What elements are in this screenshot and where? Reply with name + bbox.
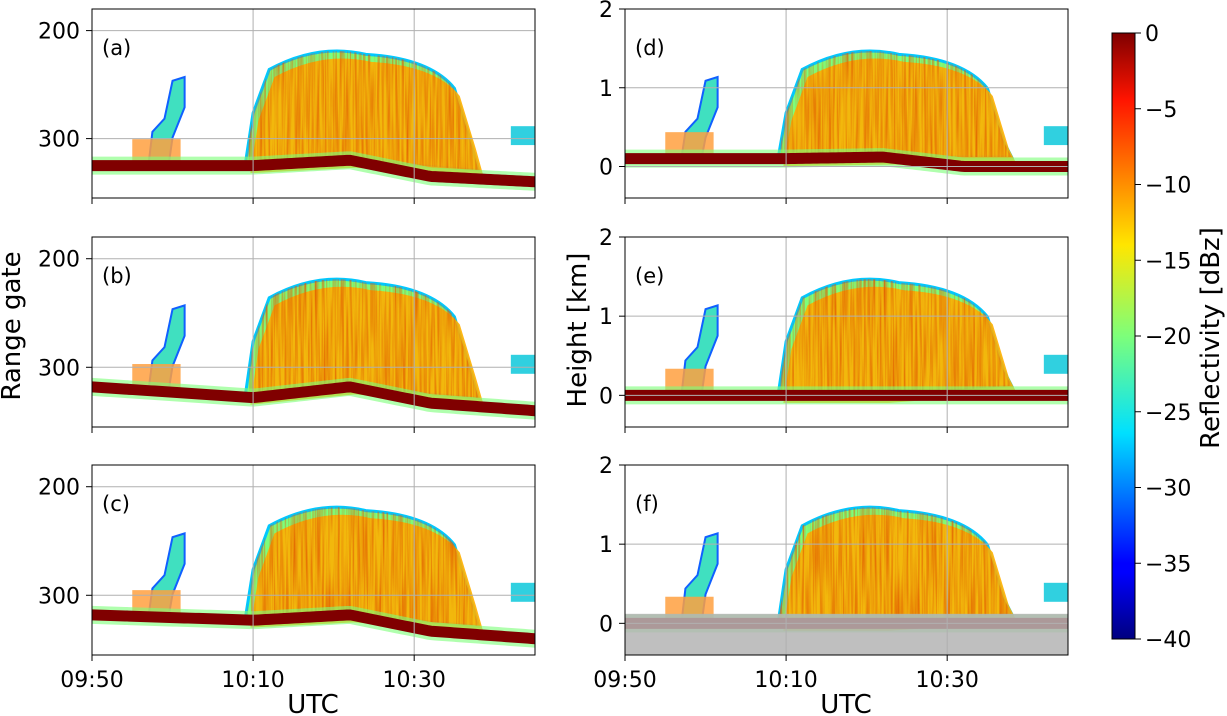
y-tick-label: 1 xyxy=(599,77,613,102)
y-tick-label: 300 xyxy=(38,356,80,381)
panel-label: (b) xyxy=(102,264,132,288)
colorbar-gradient xyxy=(1112,33,1135,639)
left-ylabel: Range gate xyxy=(0,251,27,400)
panel-content xyxy=(625,277,1068,405)
y-tick-label: 0 xyxy=(599,384,613,409)
panel-content xyxy=(92,49,535,191)
cloud-right xyxy=(510,582,535,602)
cloud-main-streaks xyxy=(778,50,1012,159)
panel-frame xyxy=(91,464,536,656)
x-tick-label: 09:50 xyxy=(60,668,123,693)
right-xlabel: UTC xyxy=(820,690,872,716)
panel-a: 200 300 (a) xyxy=(38,8,536,204)
x-tick-label: 10:10 xyxy=(221,668,284,693)
panel-content xyxy=(625,505,1068,655)
cloud-main-streaks xyxy=(245,279,479,399)
surface-band xyxy=(92,154,535,188)
colorbar-tick-label: 0 xyxy=(1145,22,1159,47)
y-tick-label: 1 xyxy=(599,305,613,330)
colorbar-tick-label: −40 xyxy=(1145,628,1191,653)
panel-f: 0 1 2 09:50 10:10 10:30 (f) xyxy=(593,454,1069,693)
y-tick-label: 300 xyxy=(38,128,80,153)
colorbar-tick-label: −5 xyxy=(1145,98,1177,123)
y-tick-label: 2 xyxy=(599,0,613,23)
y-tick-label: 2 xyxy=(599,454,613,479)
x-tick-label: 09:50 xyxy=(593,668,656,693)
y-tick-label: 1 xyxy=(599,533,613,558)
panel-label: (c) xyxy=(102,492,130,516)
y-tick-label: 200 xyxy=(38,20,80,45)
cloud-right xyxy=(1043,354,1068,374)
panel-d: 0 1 2 (d) xyxy=(599,0,1069,204)
y-tick-label: 300 xyxy=(38,584,80,609)
panel-label: (f) xyxy=(635,492,659,516)
panel-content xyxy=(92,277,535,420)
colorbar-tick-label: −30 xyxy=(1145,477,1191,502)
y-tick-label: 0 xyxy=(599,156,613,181)
panel-label: (d) xyxy=(635,36,665,60)
panel-frame xyxy=(91,8,536,199)
x-tick-label: 10:30 xyxy=(382,668,445,693)
colorbar-label: Reflectivity [dBz] xyxy=(1196,227,1226,449)
cloud-main-streaks xyxy=(778,507,1012,624)
y-tick-label: 200 xyxy=(38,476,80,501)
panel-content xyxy=(92,505,535,648)
right-ylabel: Height [km] xyxy=(563,253,593,408)
panel-content xyxy=(625,49,1068,176)
surface-band xyxy=(92,381,535,417)
panel-c: 200 300 09:50 10:10 10:30 (c) xyxy=(38,464,536,693)
panel-frame xyxy=(624,464,1069,656)
cloud-main-streaks xyxy=(778,279,1012,396)
colorbar-tick-label: −25 xyxy=(1145,401,1191,426)
masked-region xyxy=(625,613,1068,655)
colorbar-tick-label: −10 xyxy=(1145,174,1191,199)
cloud-main-streaks xyxy=(245,507,479,627)
colorbar-tick-label: −35 xyxy=(1145,552,1191,577)
panel-frame xyxy=(624,236,1069,428)
x-tick-label: 10:30 xyxy=(915,668,978,693)
cloud-main-streaks xyxy=(245,50,479,171)
colorbar: 0 −5 −10 −15 −20 −25 −30 −35 −40 xyxy=(1111,22,1191,653)
panel-label: (a) xyxy=(102,36,131,60)
y-tick-label: 200 xyxy=(38,248,80,273)
panel-label: (e) xyxy=(635,264,664,288)
x-tick-label: 10:10 xyxy=(754,668,817,693)
y-tick-label: 2 xyxy=(599,226,613,251)
cloud-right xyxy=(510,354,535,374)
panel-frame xyxy=(91,236,536,428)
colorbar-tick-label: −20 xyxy=(1145,325,1191,350)
panel-b: 200 300 (b) xyxy=(38,236,536,433)
colorbar-tick-label: −15 xyxy=(1145,249,1191,274)
cloud-right xyxy=(510,126,535,146)
left-xlabel: UTC xyxy=(287,690,339,716)
panel-frame xyxy=(624,8,1069,199)
y-tick-label: 0 xyxy=(599,612,613,637)
surface-band xyxy=(92,609,535,645)
panel-e: 0 1 2 (e) xyxy=(599,226,1069,433)
cloud-right xyxy=(1043,126,1068,146)
cloud-right xyxy=(1043,582,1068,602)
